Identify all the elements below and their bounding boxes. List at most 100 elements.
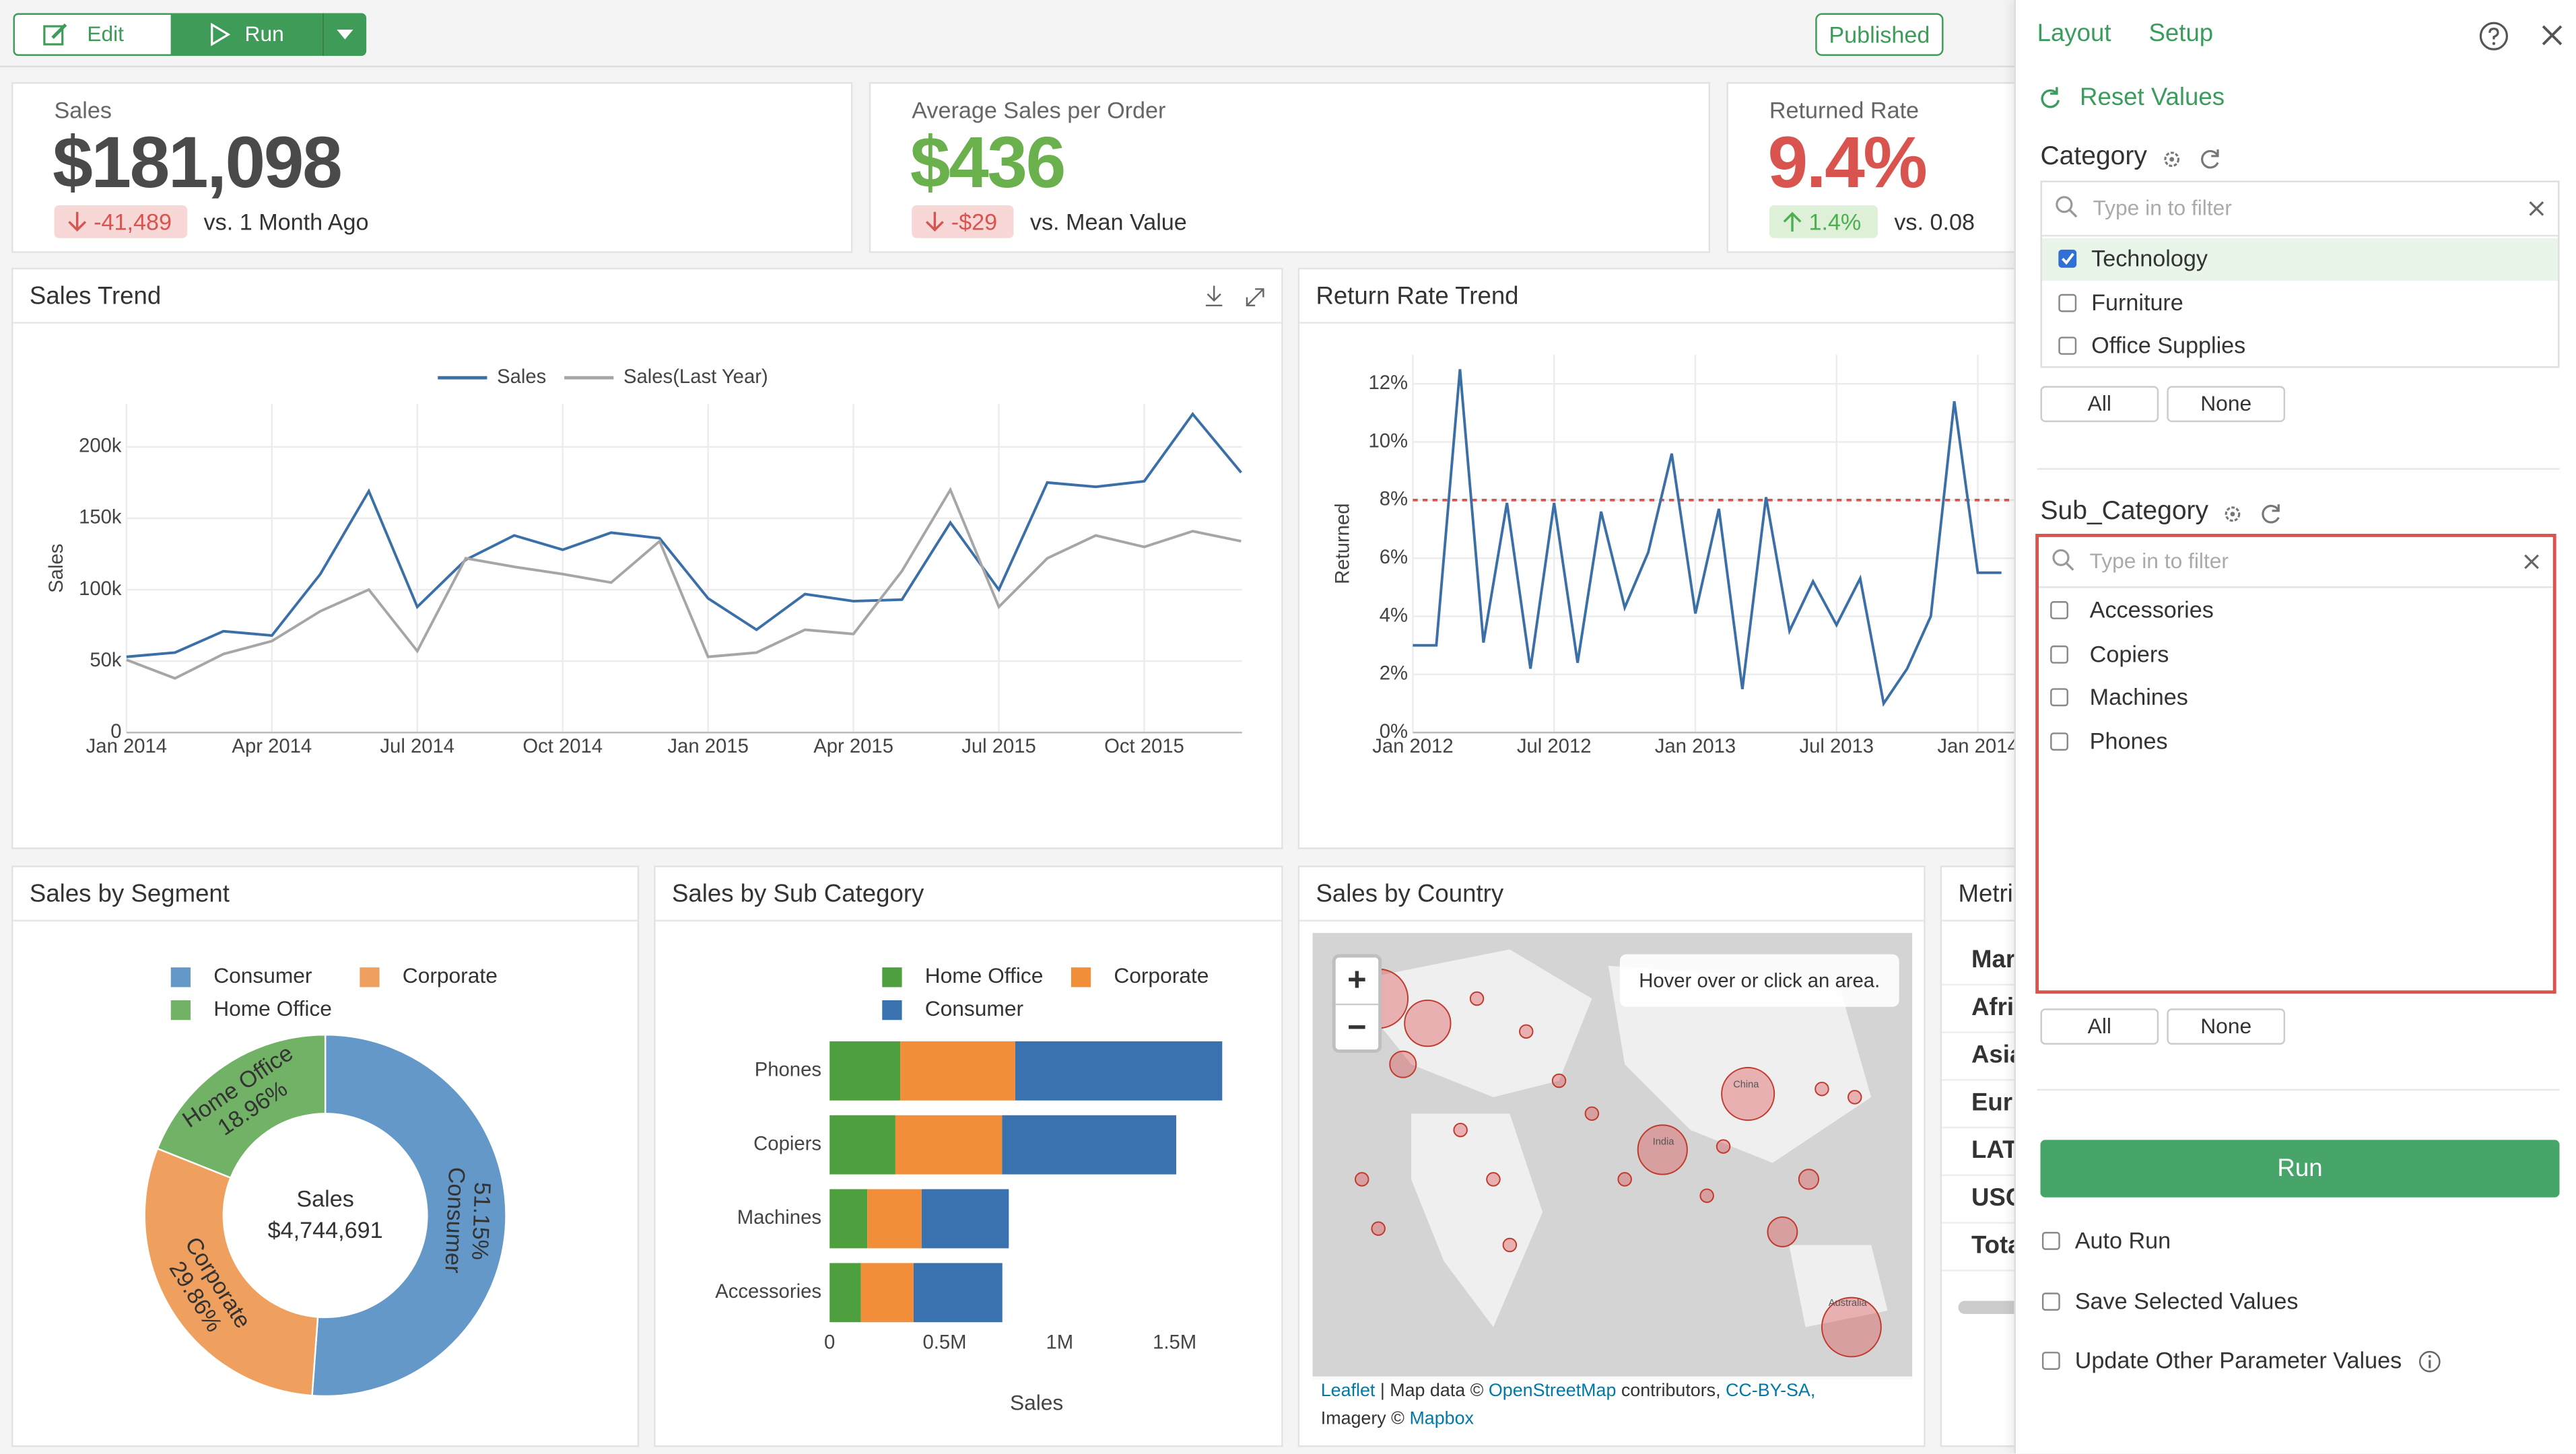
checkbox — [2058, 249, 2077, 268]
checkbox[interactable] — [2041, 1352, 2060, 1370]
map-tiles — [1312, 932, 1913, 1380]
filter-input[interactable] — [2041, 182, 2558, 237]
map-label: Australia — [1828, 1299, 1867, 1309]
checkbox[interactable] — [2041, 1292, 2060, 1310]
search-icon — [2052, 549, 2074, 571]
filter-icons[interactable] — [2223, 503, 2282, 526]
panel-title: Sales by Sub Category — [655, 867, 1282, 922]
kpi-delta-value: -$29 — [951, 208, 998, 235]
filter-option[interactable]: Copiers — [2039, 633, 2553, 676]
link[interactable]: Mapbox — [1409, 1409, 1474, 1429]
filter-option[interactable]: Machines — [2039, 677, 2553, 719]
run-button[interactable]: Run — [170, 13, 323, 56]
edit-label: Edit — [87, 21, 124, 46]
zoom-in[interactable]: + — [1335, 958, 1379, 1006]
edit-icon — [43, 23, 67, 46]
checkbox — [2050, 732, 2068, 750]
filter-option[interactable]: Technology — [2041, 238, 2558, 281]
reset-icon — [2041, 87, 2060, 108]
kpi-label: Returned Rate — [1769, 96, 1920, 123]
checkbox — [2050, 644, 2068, 663]
metric-row: Mar — [1942, 936, 2070, 985]
zoom-out[interactable]: − — [1347, 1010, 1367, 1047]
panel-title: Sales by Country — [1299, 867, 1924, 922]
run-label: Run — [244, 21, 284, 46]
option-label: Furniture — [2091, 288, 2183, 315]
all-button[interactable]: All — [2040, 1008, 2159, 1045]
metric-row: LAT — [1942, 1127, 2070, 1177]
kpi-value: $436 — [910, 123, 1066, 204]
tab[interactable]: Layout — [2037, 20, 2111, 48]
published-status[interactable]: Published — [1815, 13, 1944, 56]
text: Imagery © — [1320, 1409, 1404, 1429]
kpi-label: Sales — [54, 96, 112, 123]
option-label: Phones — [2089, 726, 2168, 753]
return-trend-panel: Return Rate Trend — [1297, 267, 2054, 850]
option-label: Machines — [2089, 683, 2188, 710]
checkbox — [2058, 293, 2077, 312]
kpi-value: 9.4% — [1767, 123, 1927, 204]
filter-option[interactable]: Office Supplies — [2042, 325, 2558, 368]
link[interactable]: Leaflet — [1320, 1381, 1376, 1401]
checkbox[interactable] — [2041, 1232, 2060, 1250]
subcategory-panel: Sales by Sub Category — [654, 865, 1283, 1447]
map-hint: Hover over or click an area. — [1619, 954, 1899, 1007]
filter-option[interactable]: Furniture — [2042, 281, 2558, 324]
map-panel: Sales by Country + − Hover over or click… — [1297, 865, 1926, 1447]
info-icon[interactable] — [2418, 1350, 2441, 1373]
filter-placeholder: Type in to filter — [2093, 195, 2232, 220]
tab[interactable]: Setup — [2148, 20, 2214, 48]
edit-button[interactable]: Edit — [13, 13, 173, 56]
checkbox — [2050, 601, 2068, 619]
sidebar-icons[interactable] — [2479, 22, 2571, 51]
kpi-delta: -$29 — [912, 205, 1014, 238]
filter-icons[interactable] — [2162, 148, 2221, 171]
panel-title: Metri — [1942, 867, 2070, 922]
option-label: Office Supplies — [2091, 331, 2246, 358]
trend-arrow — [925, 211, 944, 232]
filter-option[interactable]: Phones — [2039, 720, 2553, 763]
sidebar: Layout Setup Reset Values Category Type i… — [2014, 0, 2576, 1454]
toolbar-divider — [0, 65, 2014, 68]
sales-trend-panel: Sales Trend — [11, 267, 1283, 850]
clear-icon[interactable] — [2528, 201, 2544, 217]
kpi-comparison: vs. 0.08 — [1894, 208, 1975, 235]
kpi-delta-value: -41,489 — [94, 208, 172, 235]
play-icon — [211, 23, 231, 46]
option-label: Accessories — [2089, 596, 2214, 623]
panel-title: Sales Trend — [13, 269, 1282, 324]
panel-icons[interactable] — [1201, 284, 1267, 310]
checkbox — [2058, 337, 2077, 355]
filter-option[interactable]: Accessories — [2039, 590, 2553, 632]
kpi-card: Returned Rate 9.4% 1.4% vs. 0.08 — [1726, 82, 2056, 253]
link[interactable]: CC-BY-SA, — [1726, 1381, 1816, 1401]
option-label: Copiers — [2089, 639, 2169, 666]
run-parameters[interactable]: Run — [2040, 1140, 2560, 1198]
filter-input[interactable] — [2039, 537, 2553, 588]
divider — [2037, 468, 2560, 470]
text: | Map data © — [1380, 1381, 1484, 1401]
checkbox-label: Auto Run — [2074, 1226, 2171, 1253]
clear-icon[interactable] — [2523, 553, 2540, 569]
map-label: India — [1652, 1138, 1674, 1148]
map-attribution: Leaflet | Map data © OpenStreetMap contr… — [1312, 1376, 1913, 1436]
none-button[interactable]: None — [2167, 386, 2286, 423]
kpi-comparison: vs. Mean Value — [1029, 208, 1187, 235]
filter-placeholder: Type in to filter — [2089, 548, 2229, 574]
reset-values[interactable]: Reset Values — [2080, 83, 2225, 112]
run-dropdown[interactable] — [322, 13, 367, 56]
filter-title: Sub_Category — [2040, 497, 2209, 526]
segment-panel: Sales by Segment — [11, 865, 640, 1447]
none-button[interactable]: None — [2167, 1008, 2286, 1045]
map[interactable]: + − Hover over or click an area. China I… — [1312, 932, 1913, 1380]
all-button[interactable]: All — [2040, 386, 2159, 423]
kpi-comparison: vs. 1 Month Ago — [203, 208, 369, 235]
filter-box: Type in to filter Accessories Copiers Machi… — [2035, 534, 2556, 994]
check — [2061, 252, 2074, 265]
kpi-label: Average Sales per Order — [912, 96, 1166, 123]
link[interactable]: OpenStreetMap — [1488, 1381, 1617, 1401]
panel-title: Sales by Segment — [13, 867, 638, 922]
divider — [2037, 1088, 2560, 1091]
metric-row: Afri — [1942, 984, 2070, 1033]
